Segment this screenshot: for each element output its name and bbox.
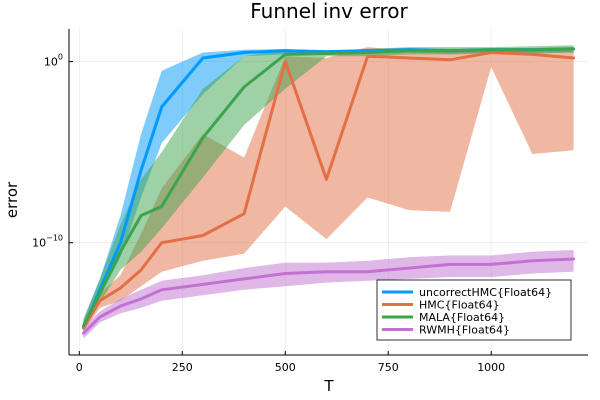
chart-title: Funnel inv error	[250, 0, 408, 23]
x-axis-title: T	[323, 377, 334, 395]
legend: uncorrectHMC{Float64}HMC{Float64}MALA{Fl…	[376, 279, 572, 341]
confidence-bands	[83, 45, 574, 339]
series-band-2	[83, 45, 574, 330]
series-line-1	[81, 51, 576, 330]
legend-label-1: HMC{Float64}	[419, 299, 500, 312]
legend-label-0: uncorrectHMC{Float64}	[419, 286, 552, 299]
series-line-3	[81, 257, 576, 335]
tick-labels: 0 250 500 750 1000 100 10−10	[32, 53, 505, 374]
x-tick-label: 500	[275, 361, 296, 374]
x-tick-label: 1000	[477, 361, 505, 374]
legend-label-3: RWMH{Float64}	[419, 324, 510, 337]
y-tick-label: 100	[44, 53, 63, 69]
x-tick-label: 0	[76, 361, 83, 374]
x-tick-label: 250	[172, 361, 193, 374]
x-tick-label: 750	[378, 361, 399, 374]
series-line-2	[81, 47, 576, 328]
series-band-1	[83, 47, 574, 332]
y-axis-title: error	[3, 181, 21, 218]
series-band-3	[83, 250, 574, 339]
axes	[68, 29, 588, 356]
series-lines	[81, 47, 576, 335]
legend-label-2: MALA{Float64}	[419, 311, 505, 324]
y-tick-label: 10−10	[32, 234, 63, 250]
